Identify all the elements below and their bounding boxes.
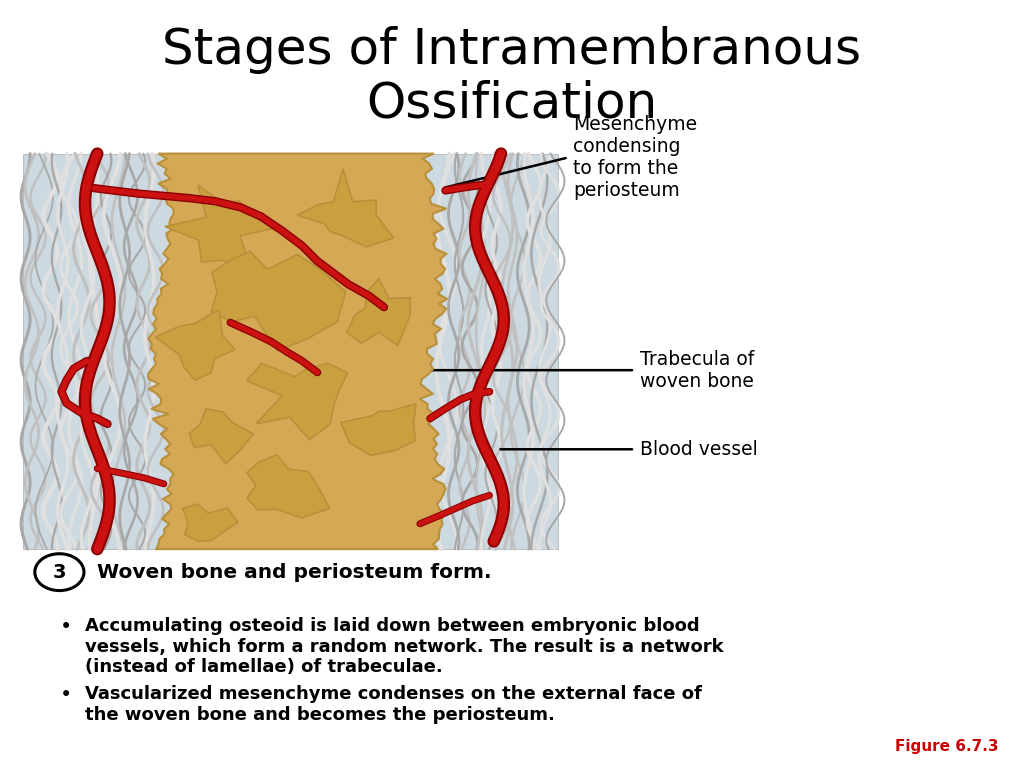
Text: Vascularized mesenchyme condenses on the external face of
the woven bone and bec: Vascularized mesenchyme condenses on the… xyxy=(85,685,701,724)
Text: Blood vessel: Blood vessel xyxy=(640,440,758,458)
Polygon shape xyxy=(341,404,416,455)
Polygon shape xyxy=(148,154,446,549)
FancyBboxPatch shape xyxy=(23,154,558,549)
Polygon shape xyxy=(189,409,254,464)
Text: Woven bone and periosteum form.: Woven bone and periosteum form. xyxy=(97,563,492,581)
Text: •: • xyxy=(59,617,72,637)
Polygon shape xyxy=(247,455,330,518)
Text: Figure 6.7.3: Figure 6.7.3 xyxy=(895,739,998,754)
Text: Stages of Intramembranous: Stages of Intramembranous xyxy=(163,26,861,74)
Text: Trabecula of
woven bone: Trabecula of woven bone xyxy=(640,349,755,391)
Polygon shape xyxy=(297,169,393,247)
Polygon shape xyxy=(182,504,238,541)
Polygon shape xyxy=(211,251,346,351)
Polygon shape xyxy=(156,310,236,380)
Text: 3: 3 xyxy=(52,563,67,581)
Text: Ossification: Ossification xyxy=(367,80,657,127)
Polygon shape xyxy=(247,363,347,440)
Polygon shape xyxy=(165,185,282,274)
Circle shape xyxy=(35,554,84,591)
Text: •: • xyxy=(59,685,72,705)
Text: Mesenchyme
condensing
to form the
periosteum: Mesenchyme condensing to form the perios… xyxy=(573,115,697,200)
Polygon shape xyxy=(347,279,411,346)
Text: Accumulating osteoid is laid down between embryonic blood
vessels, which form a : Accumulating osteoid is laid down betwee… xyxy=(85,617,724,677)
